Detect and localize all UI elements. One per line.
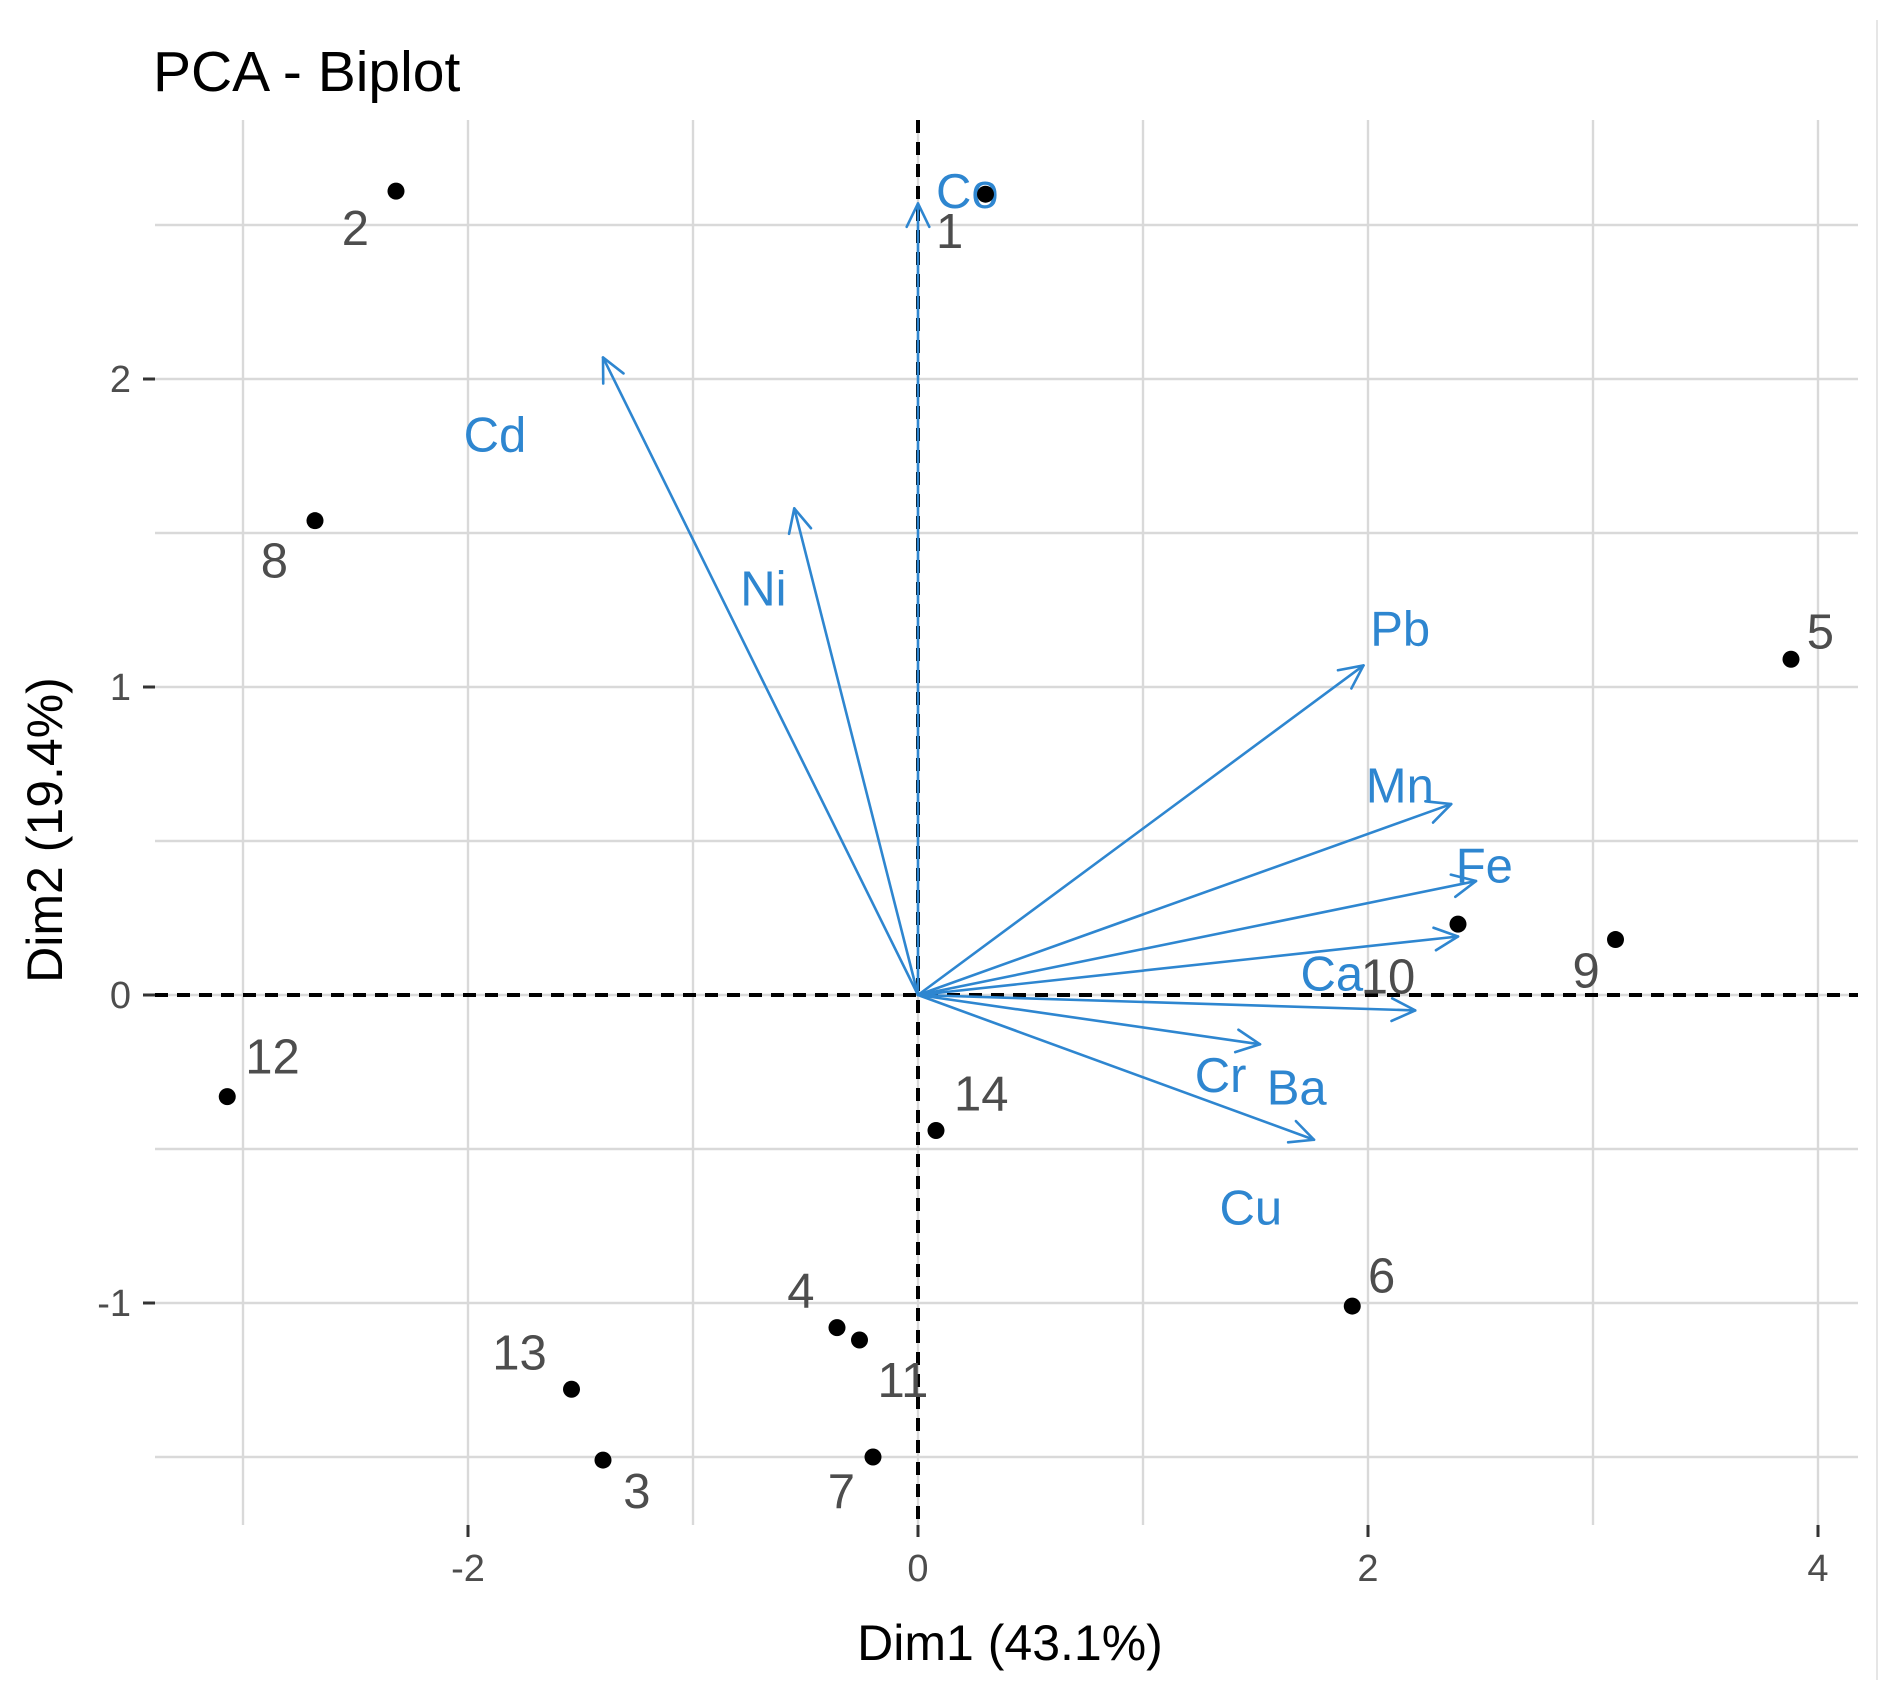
variable-label-cd: Cd [464,408,527,462]
individual-point-4 [828,1319,846,1337]
individual-point-2 [387,182,405,200]
chart-title: PCA - Biplot [153,40,460,104]
individual-label-14: 14 [954,1068,1009,1122]
individual-label-3: 3 [623,1465,650,1519]
individual-label-2: 2 [342,202,369,256]
variable-arrow-fe-head [1449,873,1478,899]
y-tick-label: 1 [110,667,131,709]
variable-arrow-mn-head [1424,799,1453,824]
variable-label-ba: Ba [1267,1061,1328,1115]
individual-label-10: 10 [1361,951,1416,1005]
individual-point-13 [563,1380,580,1398]
individual-label-8: 8 [261,535,288,589]
individual-point-9 [1607,931,1624,949]
variable-arrow-ba-head [1390,997,1417,1023]
individual-label-11: 11 [878,1354,929,1408]
variable-label-mn: Mn [1366,760,1434,814]
individual-point-5 [1782,650,1800,668]
individual-label-4: 4 [787,1265,814,1319]
variable-arrow-mn [916,802,1453,997]
variable-arrow-ca [916,935,1460,997]
variable-arrow-cr [916,993,1262,1046]
individual-point-1 [977,185,994,203]
variable-label-cr: Cr [1195,1049,1247,1103]
x-tick-label: -2 [451,1548,485,1590]
individual-label-7: 7 [828,1465,855,1519]
individual-point-6 [1343,1297,1361,1315]
variable-arrow-ni [792,507,920,997]
individual-label-6: 6 [1368,1249,1395,1303]
x-axis-title: Dim1 (43.1%) [857,1615,1163,1671]
individual-label-1: 1 [936,205,963,259]
variable-arrow-cr-head [1233,1028,1262,1054]
y-axis-title: Dim2 (19.4%) [17,677,73,983]
x-tick-label: 2 [1357,1548,1378,1590]
individual-point-10 [1449,915,1467,933]
individual-point-3 [594,1451,612,1469]
variable-arrow-fe [916,879,1478,997]
individual-label-5: 5 [1807,606,1834,660]
variable-arrow-pb [916,664,1365,997]
zero-reference-lines [155,120,1858,1525]
variable-label-fe: Fe [1456,840,1513,894]
variable-arrow-cd-head [601,356,625,385]
individual-label-9: 9 [1572,944,1599,998]
variable-label-pb: Pb [1370,602,1430,656]
grid-lines [155,120,1858,1525]
variable-label-cu: Cu [1220,1182,1283,1236]
individual-label-13: 13 [492,1326,547,1380]
variable-arrow-cu [916,993,1316,1142]
y-tick-label: -1 [97,1283,131,1325]
individual-point-7 [864,1448,882,1466]
variable-label-ni: Ni [740,562,786,616]
x-tick-label: 0 [907,1548,928,1590]
variable-arrow-co-head [905,202,931,229]
variable-arrow-cd [601,356,920,997]
y-tick-label: 0 [110,975,131,1017]
variable-arrow-ba [916,993,1417,1012]
variable-arrow-pb-head [1336,664,1365,690]
x-tick-label: 4 [1807,1548,1828,1590]
variable-arrow-cu-head [1286,1119,1316,1144]
individual-point-11 [851,1331,868,1349]
individual-label-12: 12 [245,1031,300,1085]
y-tick-label: 2 [110,359,131,401]
individual-point-14 [927,1122,945,1140]
variable-label-ca: Ca [1301,947,1364,1001]
variable-arrow-ni-head [787,507,813,536]
variable-arrow-ca-head [1432,926,1460,952]
individual-point-8 [306,512,324,530]
individual-point-12 [218,1088,236,1106]
